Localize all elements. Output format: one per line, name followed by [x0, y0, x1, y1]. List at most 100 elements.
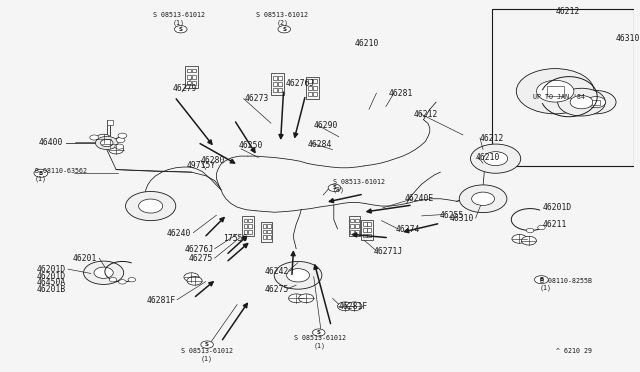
Circle shape: [84, 261, 124, 285]
Circle shape: [184, 273, 199, 282]
Bar: [363, 228, 367, 231]
Bar: [363, 234, 367, 237]
Circle shape: [109, 145, 124, 154]
Circle shape: [274, 262, 322, 289]
Text: 46210: 46210: [355, 39, 379, 48]
Text: 46400: 46400: [38, 138, 63, 147]
Text: ^ 6210 29: ^ 6210 29: [556, 348, 592, 354]
Bar: [267, 224, 271, 228]
Text: 46290: 46290: [314, 121, 338, 130]
Circle shape: [102, 140, 117, 148]
Bar: [273, 82, 277, 86]
Bar: [248, 219, 252, 222]
Bar: [261, 222, 273, 241]
Text: 17556: 17556: [223, 234, 247, 243]
Bar: [273, 76, 277, 80]
Bar: [267, 230, 271, 233]
Bar: [273, 88, 277, 92]
Bar: [351, 219, 354, 222]
Bar: [192, 75, 196, 78]
Circle shape: [94, 267, 113, 278]
Bar: [192, 68, 196, 73]
Bar: [242, 216, 253, 236]
Text: S: S: [179, 27, 183, 32]
Text: S: S: [282, 27, 286, 32]
Bar: [351, 230, 354, 234]
Text: B: B: [540, 277, 543, 282]
Circle shape: [460, 185, 507, 213]
Bar: [367, 234, 371, 237]
Circle shape: [557, 88, 605, 116]
Bar: [278, 76, 282, 80]
Circle shape: [278, 26, 291, 33]
Text: 46240E: 46240E: [404, 194, 434, 203]
Bar: [244, 230, 248, 234]
Circle shape: [484, 152, 508, 166]
Bar: [244, 224, 248, 228]
Bar: [192, 81, 196, 85]
Text: 46273: 46273: [244, 94, 269, 103]
Text: 46212: 46212: [414, 110, 438, 119]
Text: 46281: 46281: [389, 89, 413, 97]
Text: 46255: 46255: [439, 211, 463, 219]
Text: 46242: 46242: [264, 267, 289, 276]
Text: 46201D: 46201D: [36, 264, 66, 274]
Text: 46212: 46212: [480, 134, 504, 143]
Circle shape: [100, 140, 113, 147]
Circle shape: [570, 96, 593, 109]
Circle shape: [576, 90, 616, 114]
Circle shape: [116, 138, 125, 142]
Text: 46240: 46240: [167, 229, 191, 238]
Bar: [308, 80, 312, 83]
Text: S: S: [317, 330, 321, 335]
Text: B: B: [39, 171, 43, 176]
Circle shape: [538, 225, 545, 230]
Text: 46310: 46310: [616, 34, 640, 43]
Circle shape: [312, 329, 325, 336]
Bar: [306, 77, 319, 99]
Bar: [591, 100, 600, 105]
Bar: [262, 235, 266, 239]
Circle shape: [347, 302, 362, 311]
Bar: [363, 222, 367, 226]
Text: 46276J: 46276J: [285, 80, 315, 89]
Text: 46274: 46274: [396, 225, 420, 234]
Circle shape: [187, 276, 202, 285]
Circle shape: [526, 228, 534, 232]
Bar: [248, 230, 252, 234]
Text: 46201D: 46201D: [36, 272, 66, 280]
Text: 49715Y: 49715Y: [187, 161, 216, 170]
Bar: [262, 224, 266, 228]
Circle shape: [34, 169, 48, 177]
Text: B 08110-63562
(1): B 08110-63562 (1): [35, 168, 86, 182]
Bar: [355, 230, 358, 234]
Text: 46276J: 46276J: [184, 245, 213, 254]
Bar: [547, 86, 564, 96]
Text: S 08513-61012
(8): S 08513-61012 (8): [333, 179, 385, 193]
Bar: [313, 92, 317, 96]
Text: 46284: 46284: [307, 140, 332, 148]
Bar: [278, 88, 282, 92]
Circle shape: [118, 133, 127, 138]
Circle shape: [175, 26, 187, 33]
Bar: [355, 224, 358, 228]
Circle shape: [139, 199, 163, 213]
Text: 46250: 46250: [239, 141, 263, 150]
Circle shape: [522, 236, 536, 245]
Text: 46201D: 46201D: [543, 203, 572, 212]
Text: B 08110-8255B
(1): B 08110-8255B (1): [540, 278, 591, 291]
Circle shape: [337, 302, 353, 311]
Circle shape: [115, 144, 124, 149]
Text: 46275: 46275: [189, 254, 213, 263]
Bar: [351, 224, 354, 228]
Bar: [187, 75, 191, 78]
Bar: [248, 224, 252, 228]
Text: S: S: [205, 342, 209, 347]
Circle shape: [289, 294, 304, 303]
Text: 46310: 46310: [449, 214, 474, 223]
Circle shape: [586, 97, 605, 108]
Circle shape: [109, 278, 116, 282]
Circle shape: [516, 68, 594, 114]
Text: S 08513-61012
(2): S 08513-61012 (2): [257, 12, 308, 26]
Circle shape: [328, 184, 340, 192]
